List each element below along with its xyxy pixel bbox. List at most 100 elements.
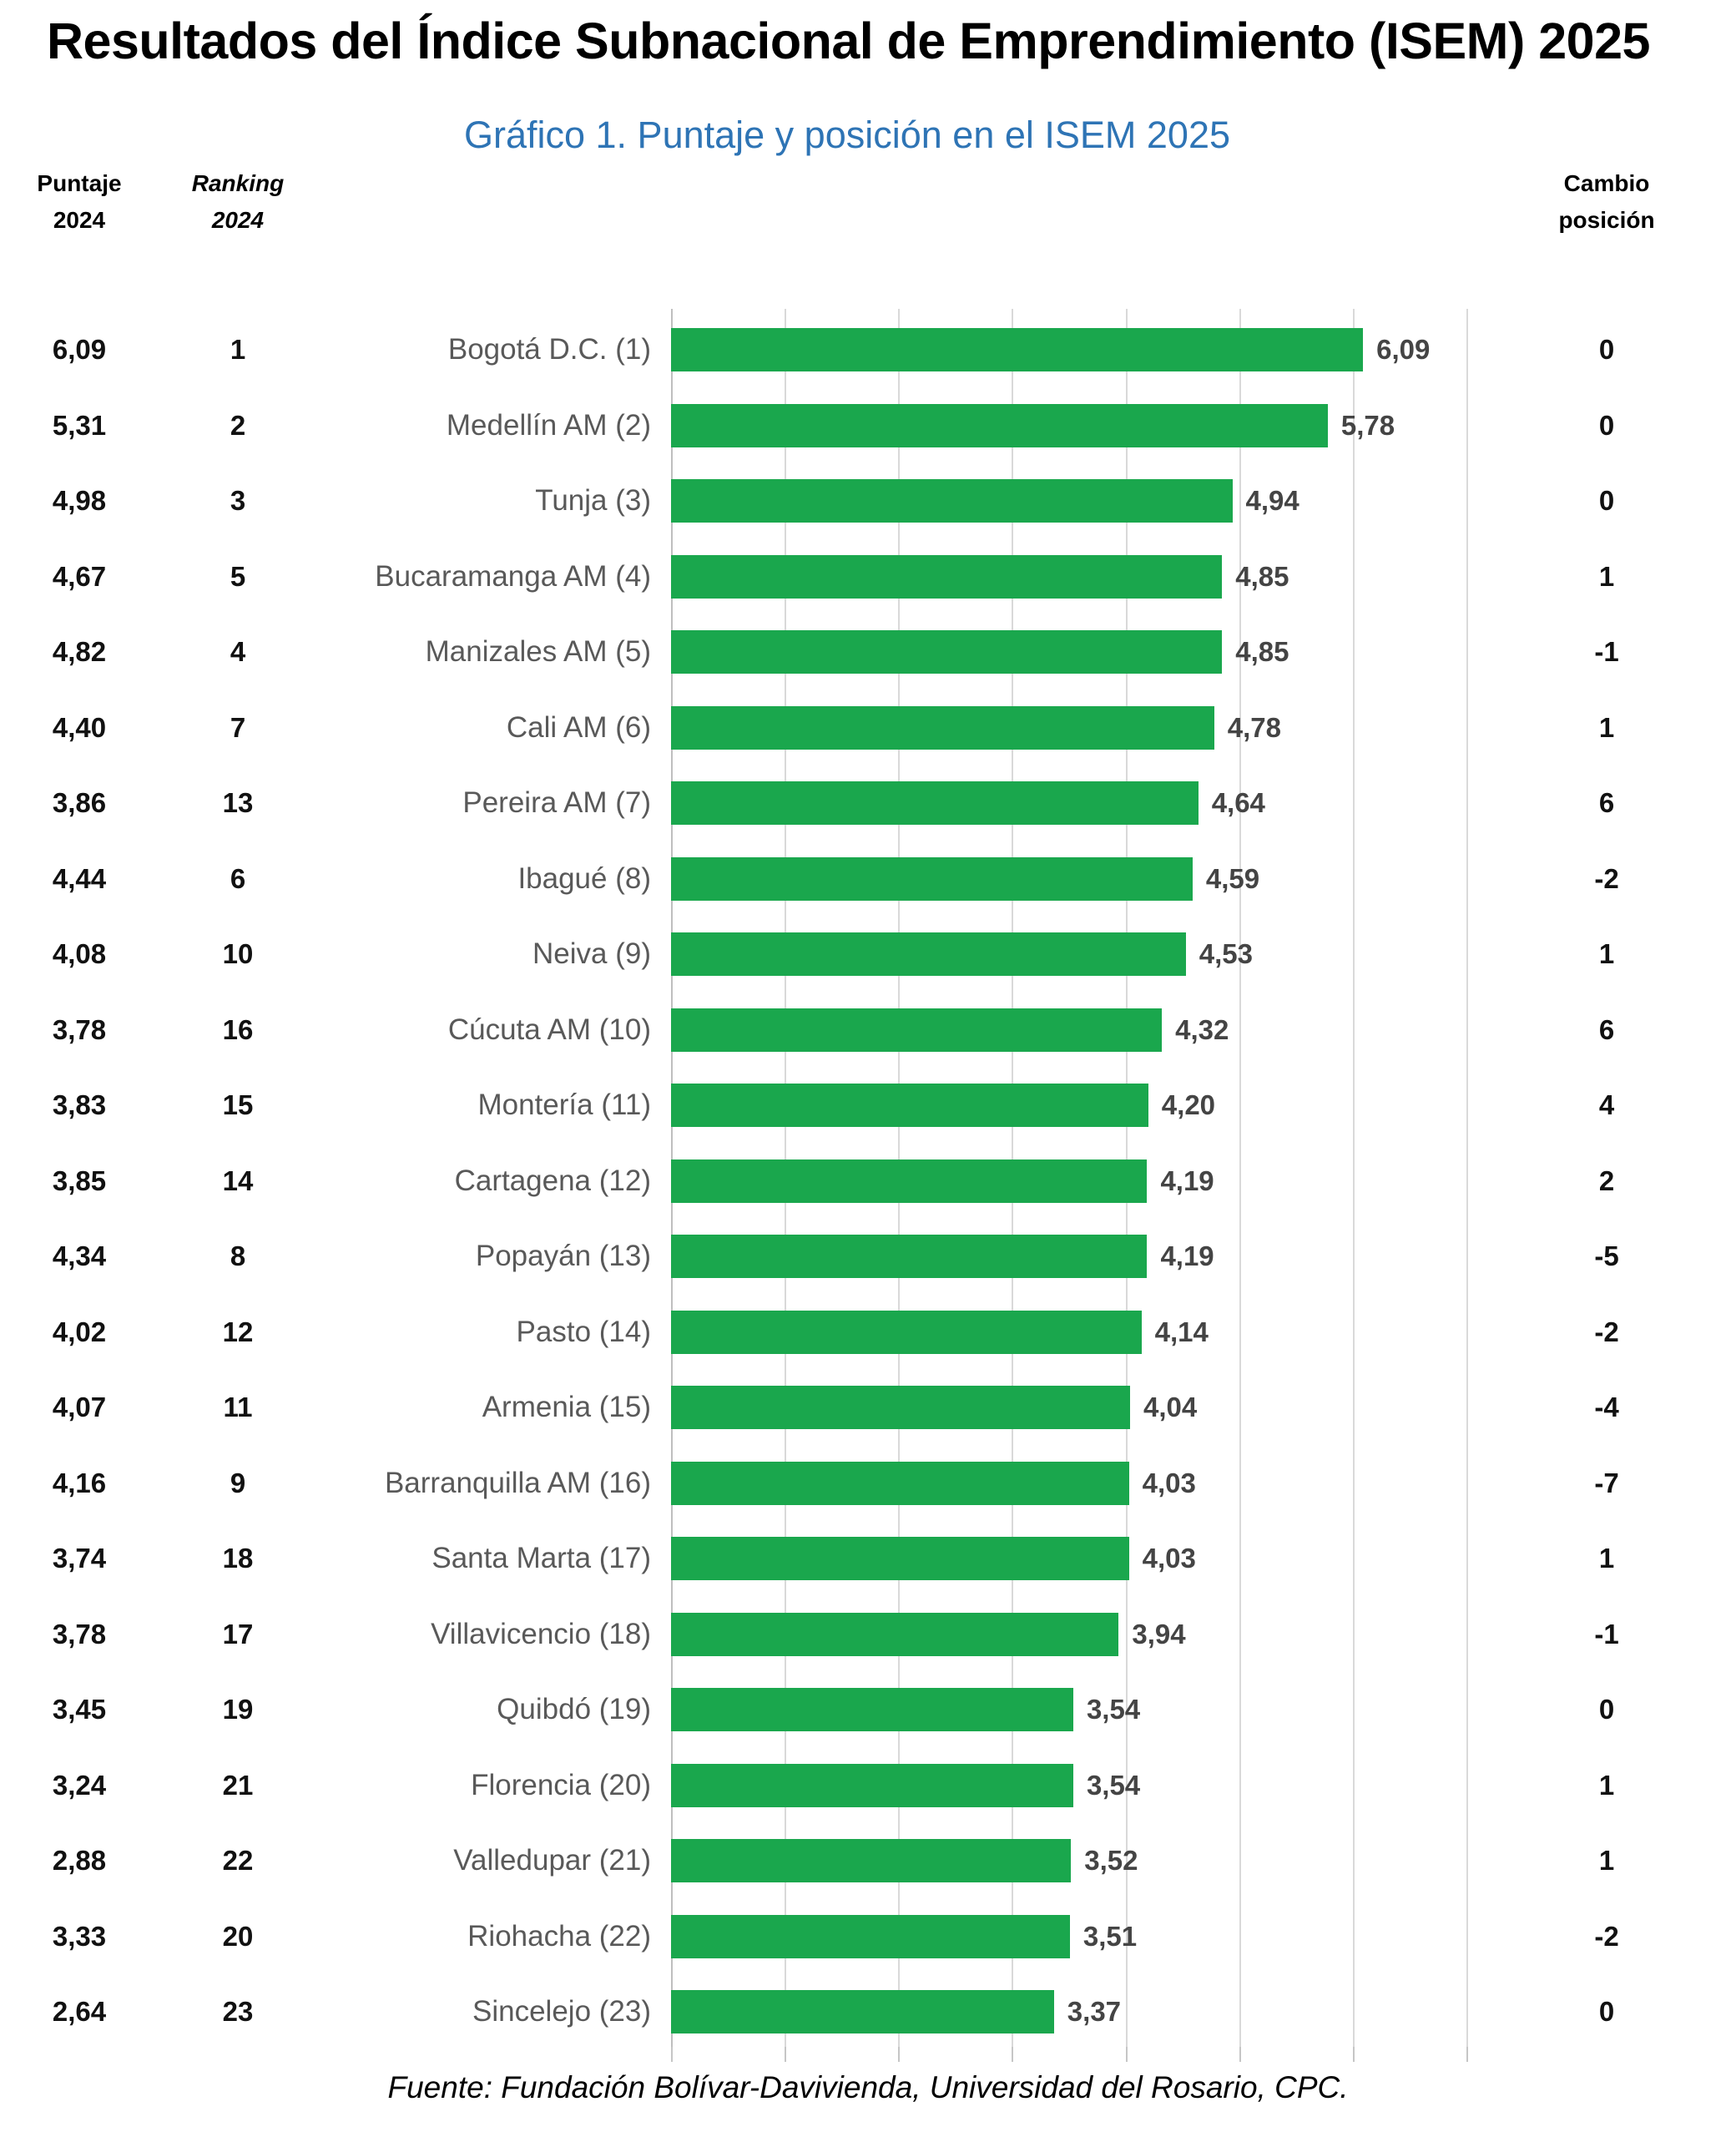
- axis-tick: [1239, 2047, 1241, 2062]
- puntaje-2024-value: 3,78: [52, 1618, 107, 1649]
- col-header-cambio-posicion: Cambio posición: [1558, 170, 1655, 233]
- puntaje-2024-value: 3,33: [52, 1920, 107, 1952]
- col-header-ranking-2024: Ranking 2024: [191, 170, 285, 233]
- cambio-posicion-value: 1: [1598, 1543, 1615, 1574]
- chart-row: 2,88 22 Valledupar (21) 3,52 1: [0, 1839, 1736, 1882]
- ranking-2024-value: 20: [222, 1920, 254, 1952]
- puntaje-2024-value: 5,31: [52, 409, 107, 441]
- puntaje-2024-value: 4,40: [52, 711, 107, 743]
- cambio-posicion-value: 6: [1598, 1013, 1615, 1045]
- cambio-posicion-value: -2: [1594, 1920, 1619, 1952]
- chart-row: 3,78 17 Villavicencio (18) 3,94 -1: [0, 1612, 1736, 1656]
- score-bar: [671, 1235, 1148, 1278]
- city-label: Pereira AM (7): [462, 786, 651, 819]
- city-label: Pasto (14): [516, 1315, 651, 1348]
- city-label: Florencia (20): [471, 1768, 651, 1801]
- axis-tick: [671, 2047, 673, 2062]
- score-value-label: 3,51: [1082, 1920, 1138, 1952]
- cambio-posicion-value: 0: [1598, 1996, 1615, 2027]
- chart-row: 4,40 7 Cali AM (6) 4,78 1: [0, 705, 1736, 750]
- score-value-label: 3,52: [1084, 1845, 1138, 1876]
- gridline: [1239, 309, 1241, 2047]
- ranking-2024-value: 10: [222, 938, 254, 969]
- cambio-posicion-value: -1: [1594, 1618, 1619, 1649]
- axis-tick: [898, 2047, 901, 2062]
- score-value-label: 3,37: [1067, 1996, 1122, 2027]
- score-value-label: 4,20: [1161, 1089, 1216, 1120]
- chart-row: 3,33 20 Riohacha (22) 3,51 -2: [0, 1914, 1736, 1958]
- score-value-label: 4,94: [1245, 485, 1299, 516]
- chart-row: 3,45 19 Quibdó (19) 3,54 0: [0, 1688, 1736, 1731]
- score-bar: [671, 1990, 1054, 2033]
- score-bar: [671, 1763, 1073, 1807]
- ranking-2024-value: 22: [222, 1845, 254, 1876]
- score-bar: [671, 1914, 1070, 1958]
- score-bar: [671, 1159, 1148, 1203]
- score-value-label: 3,54: [1086, 1694, 1141, 1725]
- ranking-2024-value: 15: [222, 1089, 254, 1120]
- ranking-2024-value: 12: [222, 1316, 254, 1347]
- cambio-posicion-value: -1: [1594, 636, 1619, 667]
- score-bar: [671, 1310, 1142, 1354]
- gridline: [1352, 309, 1355, 2047]
- puntaje-2024-value: 4,16: [52, 1467, 107, 1498]
- source-footer: Fuente: Fundación Bolívar-Davivienda, Un…: [387, 2070, 1349, 2104]
- score-value-label: 4,64: [1211, 787, 1265, 818]
- puntaje-2024-value: 4,02: [52, 1316, 107, 1347]
- score-bar: [671, 630, 1223, 674]
- city-label: Villavicencio (18): [431, 1617, 651, 1650]
- puntaje-2024-value: 3,24: [52, 1769, 107, 1801]
- city-label: Valledupar (21): [453, 1844, 651, 1877]
- col-header-puntaje-2024: Puntaje 2024: [37, 170, 122, 233]
- score-value-label: 4,53: [1199, 938, 1253, 969]
- cambio-posicion-value: 1: [1598, 711, 1615, 743]
- ranking-2024-value: 6: [230, 862, 246, 894]
- score-bar: [671, 554, 1223, 599]
- score-value-label: 4,78: [1227, 711, 1281, 743]
- axis-tick: [1352, 2047, 1355, 2062]
- axis-tick: [785, 2047, 787, 2062]
- city-label: Santa Marta (17): [431, 1542, 651, 1574]
- city-label: Bogotá D.C. (1): [447, 333, 651, 366]
- chart-row: 4,34 8 Popayán (13) 4,19 -5: [0, 1235, 1736, 1278]
- ranking-2024-value: 8: [230, 1240, 246, 1271]
- score-value-label: 4,14: [1154, 1316, 1209, 1347]
- score-bar: [671, 1461, 1129, 1505]
- axis-tick: [1466, 2047, 1468, 2062]
- chart-row: 4,08 10 Neiva (9) 4,53 1: [0, 932, 1736, 976]
- score-value-label: 4,19: [1160, 1164, 1214, 1196]
- city-label: Riohacha (22): [467, 1919, 651, 1953]
- chart-row: 4,67 5 Bucaramanga AM (4) 4,85 1: [0, 554, 1736, 599]
- puntaje-2024-value: 4,07: [52, 1392, 107, 1422]
- puntaje-2024-value: 3,74: [52, 1543, 107, 1574]
- ranking-2024-value: 14: [222, 1164, 254, 1196]
- chart-row: 3,74 18 Santa Marta (17) 4,03 1: [0, 1537, 1736, 1580]
- score-bar: [671, 328, 1364, 371]
- chart-row: 6,09 1 Bogotá D.C. (1) 6,09 0: [0, 328, 1736, 371]
- ranking-2024-value: 17: [222, 1618, 254, 1649]
- chart-row: 2,64 23 Sincelejo (23) 3,37 0: [0, 1990, 1736, 2033]
- city-label: Armenia (15): [482, 1391, 651, 1423]
- cambio-posicion-value: 2: [1598, 1164, 1615, 1196]
- city-label: Montería (11): [477, 1089, 652, 1121]
- puntaje-2024-value: 3,86: [52, 787, 107, 818]
- city-label: Ibagué (8): [517, 861, 651, 895]
- puntaje-2024-value: 2,64: [52, 1996, 107, 2027]
- chart-row: 4,16 9 Barranquilla AM (16) 4,03 -7: [0, 1461, 1736, 1505]
- cambio-posicion-value: -4: [1594, 1392, 1619, 1422]
- cambio-posicion-value: 4: [1598, 1089, 1615, 1120]
- score-bar: [671, 932, 1186, 976]
- chart-row: 3,24 21 Florencia (20) 3,54 1: [0, 1763, 1736, 1807]
- cambio-posicion-value: 1: [1598, 1769, 1615, 1801]
- ranking-2024-value: 21: [222, 1769, 254, 1801]
- puntaje-2024-value: 4,44: [52, 862, 107, 894]
- score-value-label: 4,32: [1175, 1013, 1229, 1045]
- city-label: Sincelejo (23): [472, 1995, 651, 2028]
- puntaje-2024-value: 6,09: [52, 334, 107, 365]
- ranking-2024-value: 19: [222, 1694, 254, 1725]
- axis-tick: [1012, 2047, 1014, 2062]
- puntaje-2024-value: 4,34: [52, 1240, 107, 1271]
- city-label: Medellín AM (2): [446, 408, 651, 442]
- chart-row: 5,31 2 Medellín AM (2) 5,78 0: [0, 403, 1736, 447]
